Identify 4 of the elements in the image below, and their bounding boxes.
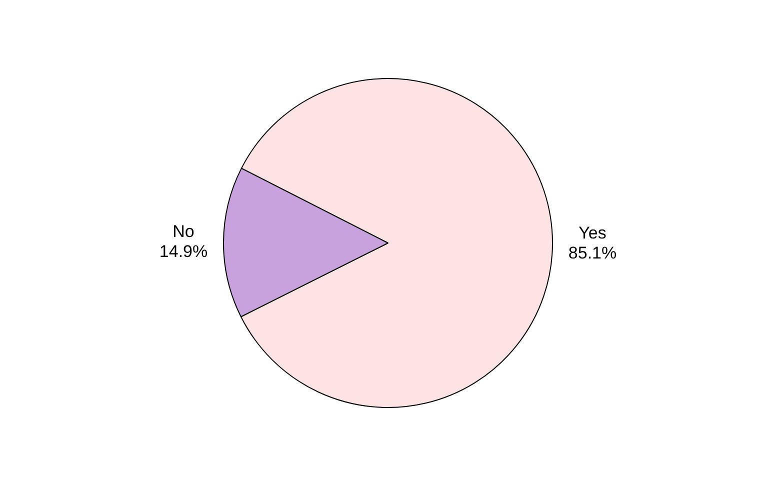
slice-label: Yes bbox=[578, 223, 606, 242]
data-label: 14.9% bbox=[159, 242, 208, 262]
data-label: 85.1% bbox=[568, 243, 617, 262]
slice-label: No bbox=[172, 222, 194, 242]
